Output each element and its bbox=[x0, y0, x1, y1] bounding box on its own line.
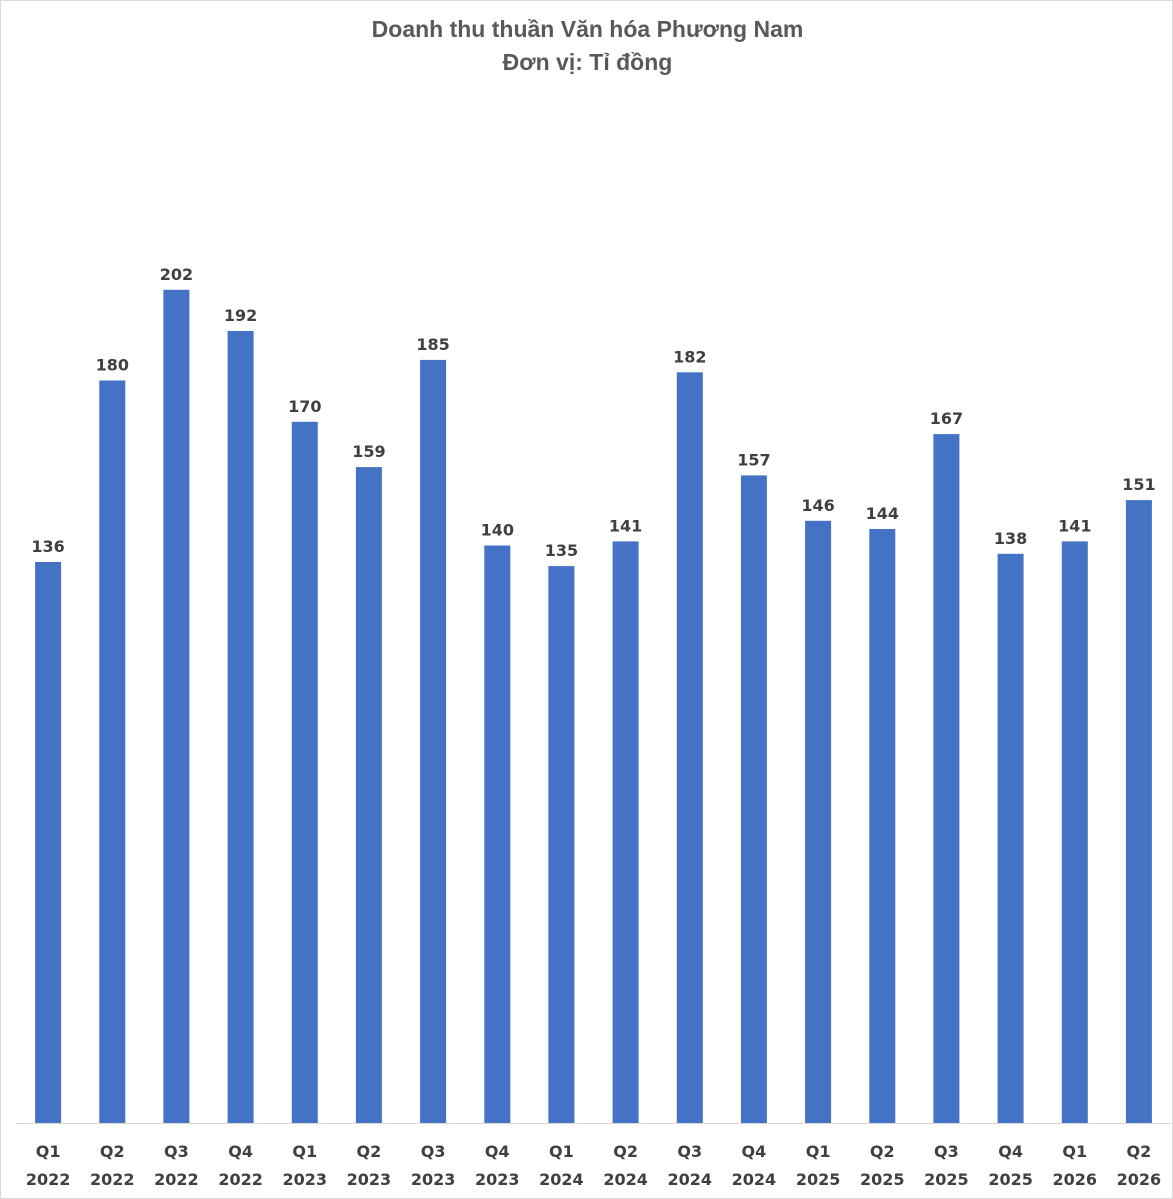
bar-q2-2022 bbox=[99, 380, 126, 1123]
data-label: 182 bbox=[673, 347, 706, 366]
data-label: 185 bbox=[416, 335, 449, 354]
x-tick-label-year: 2022 bbox=[26, 1170, 71, 1189]
data-label: 159 bbox=[352, 442, 385, 461]
x-tick-label-quarter: Q2 bbox=[870, 1142, 895, 1161]
data-label: 141 bbox=[1058, 516, 1091, 535]
data-label: 151 bbox=[1122, 475, 1155, 494]
x-tick-label-quarter: Q1 bbox=[549, 1142, 574, 1161]
x-tick-label-year: 2025 bbox=[924, 1170, 969, 1189]
x-tick-label-year: 2026 bbox=[1053, 1170, 1098, 1189]
data-label: 136 bbox=[31, 537, 64, 556]
x-tick-label-year: 2025 bbox=[796, 1170, 841, 1189]
x-tick-label-quarter: Q3 bbox=[421, 1142, 446, 1161]
bar-q1-2026 bbox=[1061, 541, 1088, 1123]
x-tick-label-year: 2023 bbox=[347, 1170, 392, 1189]
chart-title-block: Doanh thu thuần Văn hóa Phương Nam Đơn v… bbox=[1, 13, 1173, 79]
x-tick-label-year: 2022 bbox=[218, 1170, 263, 1189]
data-labels-layer: 136 180 202 192 170 159 185 140 135 141 182 157 146 1… bbox=[31, 265, 1155, 560]
x-tick-label-year: 2022 bbox=[154, 1170, 199, 1189]
x-tick-label-quarter: Q4 bbox=[485, 1142, 510, 1161]
bar-q3-2023 bbox=[420, 359, 447, 1123]
bar-q3-2024 bbox=[676, 372, 703, 1124]
data-label: 138 bbox=[994, 529, 1027, 548]
data-label: 144 bbox=[866, 504, 899, 523]
x-tick-label-quarter: Q3 bbox=[164, 1142, 189, 1161]
chart-title: Doanh thu thuần Văn hóa Phương Nam bbox=[371, 16, 804, 42]
data-label: 167 bbox=[930, 409, 963, 428]
x-tick-label-quarter: Q2 bbox=[613, 1142, 638, 1161]
bar-q4-2022 bbox=[227, 331, 254, 1123]
x-tick-label-quarter: Q1 bbox=[806, 1142, 831, 1161]
x-tick-label-year: 2025 bbox=[988, 1170, 1033, 1189]
bars-layer bbox=[35, 289, 1152, 1124]
data-label: 146 bbox=[801, 496, 834, 515]
x-tick-label-quarter: Q2 bbox=[357, 1142, 382, 1161]
bar-q1-2025 bbox=[805, 520, 832, 1124]
bar-q4-2025 bbox=[997, 553, 1024, 1124]
bar-q3-2022 bbox=[163, 289, 190, 1124]
x-tick-label-year: 2023 bbox=[283, 1170, 328, 1189]
x-tick-label-year: 2023 bbox=[411, 1170, 456, 1189]
x-tick-label-quarter: Q1 bbox=[292, 1142, 317, 1161]
data-label: 135 bbox=[545, 541, 578, 560]
x-tick-label-quarter: Q3 bbox=[677, 1142, 702, 1161]
bar-q3-2025 bbox=[933, 434, 960, 1124]
x-tick-label-year: 2024 bbox=[732, 1170, 777, 1189]
data-label: 180 bbox=[96, 356, 129, 375]
bar-q1-2023 bbox=[291, 421, 318, 1124]
x-tick-label-quarter: Q2 bbox=[1127, 1142, 1152, 1161]
x-tick-label-quarter: Q4 bbox=[742, 1142, 767, 1161]
x-tick-label-quarter: Q2 bbox=[100, 1142, 125, 1161]
x-tick-label-quarter: Q1 bbox=[36, 1142, 61, 1161]
x-tick-labels-layer: Q1 2022 Q2 2022 Q3 2022 Q4 2022 Q1 2023 Q2 2023 Q3 20… bbox=[26, 1142, 1161, 1189]
x-tick-label-quarter: Q3 bbox=[934, 1142, 959, 1161]
data-label: 202 bbox=[160, 265, 193, 284]
x-tick-label-quarter: Q4 bbox=[998, 1142, 1023, 1161]
data-label: 192 bbox=[224, 306, 257, 325]
x-tick-label-year: 2025 bbox=[860, 1170, 905, 1189]
chart-subtitle: Đơn vị: Tỉ đồng bbox=[502, 49, 673, 75]
bar-q4-2024 bbox=[740, 475, 767, 1123]
bar-q1-2024 bbox=[548, 566, 575, 1123]
data-label: 140 bbox=[481, 521, 514, 540]
x-tick-label-year: 2024 bbox=[539, 1170, 584, 1189]
bar-q2-2025 bbox=[869, 529, 896, 1123]
bar-q2-2024 bbox=[612, 541, 639, 1123]
data-label: 141 bbox=[609, 516, 642, 535]
bar-q4-2023 bbox=[484, 545, 511, 1123]
data-label: 170 bbox=[288, 397, 321, 416]
bar-q1-2022 bbox=[35, 562, 62, 1123]
x-tick-label-year: 2022 bbox=[90, 1170, 135, 1189]
bar-q2-2023 bbox=[355, 467, 382, 1124]
x-tick-label-year: 2023 bbox=[475, 1170, 520, 1189]
x-tick-label-quarter: Q1 bbox=[1062, 1142, 1087, 1161]
data-label: 157 bbox=[737, 450, 770, 469]
x-tick-label-year: 2024 bbox=[668, 1170, 713, 1189]
x-tick-label-year: 2026 bbox=[1117, 1170, 1162, 1189]
x-tick-label-quarter: Q4 bbox=[228, 1142, 253, 1161]
bar-q2-2026 bbox=[1125, 500, 1152, 1124]
x-tick-label-year: 2024 bbox=[603, 1170, 648, 1189]
